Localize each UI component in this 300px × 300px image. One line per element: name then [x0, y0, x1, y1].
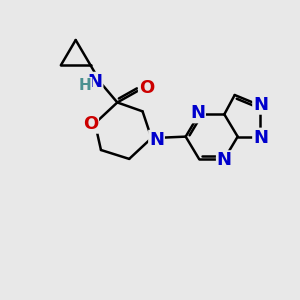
Text: N: N: [88, 73, 103, 91]
Text: N: N: [253, 128, 268, 146]
Text: N: N: [190, 104, 205, 122]
Text: O: O: [139, 79, 154, 97]
Text: N: N: [217, 151, 232, 169]
Text: O: O: [83, 115, 98, 133]
Text: N: N: [149, 130, 164, 148]
Text: H: H: [79, 78, 92, 93]
Text: N: N: [253, 96, 268, 114]
